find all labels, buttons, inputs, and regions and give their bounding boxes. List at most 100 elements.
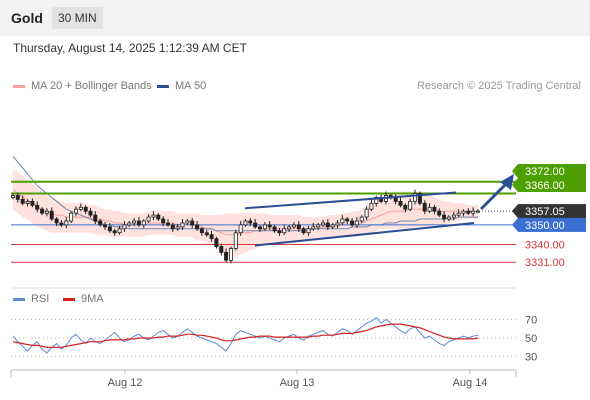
candle-down bbox=[277, 230, 282, 234]
candle-down bbox=[165, 222, 170, 226]
candle-up bbox=[475, 210, 480, 213]
candle-down bbox=[40, 208, 45, 214]
ma50-line bbox=[12, 155, 478, 232]
candle-up bbox=[233, 232, 238, 249]
candle-down bbox=[199, 228, 204, 234]
ma20-line bbox=[12, 189, 478, 236]
candle-up bbox=[291, 224, 296, 228]
candle-up bbox=[320, 222, 325, 226]
candle-down bbox=[442, 214, 447, 220]
candle-down bbox=[253, 222, 258, 228]
candle-up bbox=[10, 195, 15, 198]
candle-down bbox=[350, 220, 355, 226]
channel-lower-line bbox=[254, 221, 475, 247]
candle-down bbox=[161, 218, 166, 224]
candle-up bbox=[461, 210, 466, 214]
candle-up bbox=[412, 193, 417, 202]
level-tag-pointer bbox=[512, 217, 518, 232]
candle-up bbox=[69, 212, 74, 222]
legend-ma50: MA 50 bbox=[157, 80, 206, 92]
candle-up bbox=[185, 220, 190, 224]
candle-up bbox=[369, 202, 374, 210]
candle-down bbox=[272, 226, 277, 232]
candle-down bbox=[209, 234, 214, 239]
candle-up bbox=[311, 226, 316, 230]
legend-ma20-swatch bbox=[13, 84, 25, 88]
candle-up bbox=[446, 216, 451, 220]
candle-down bbox=[403, 204, 408, 210]
level-tag-3331.00: 3331.00 bbox=[525, 257, 565, 269]
candle-down bbox=[93, 214, 98, 222]
candle-down bbox=[88, 210, 93, 216]
legend-ma20: MA 20 + Bollinger Bands bbox=[13, 80, 152, 92]
channel-upper-line bbox=[244, 191, 457, 210]
candle-up bbox=[471, 210, 476, 214]
candle-up bbox=[64, 220, 69, 226]
x-tick-label-aug-14: Aug 14 bbox=[453, 377, 488, 389]
candle-up bbox=[456, 212, 461, 216]
candle-down bbox=[219, 246, 224, 253]
candle-up bbox=[74, 208, 79, 214]
candle-up bbox=[408, 200, 413, 210]
symbol-label: Gold bbox=[11, 10, 43, 26]
candle-up bbox=[262, 224, 267, 230]
candle-up bbox=[427, 206, 432, 212]
rsi-tick-50: 50 bbox=[525, 333, 537, 345]
candle-up bbox=[451, 214, 456, 218]
x-tick-label-aug-13: Aug 13 bbox=[280, 377, 315, 389]
level-tag-3357.05: 3357.05 bbox=[525, 206, 565, 218]
legend-9ma-swatch bbox=[63, 297, 75, 301]
rsi-ma-line bbox=[12, 323, 479, 348]
candle-down bbox=[432, 206, 437, 212]
candle-down bbox=[257, 226, 262, 230]
candle-down bbox=[325, 222, 330, 228]
candle-up bbox=[340, 218, 345, 224]
candle-down bbox=[83, 206, 88, 212]
candle-up bbox=[122, 224, 127, 230]
legend-rsi: RSI bbox=[13, 293, 49, 305]
candle-down bbox=[112, 230, 117, 234]
candle-down bbox=[54, 218, 59, 224]
candle-up bbox=[316, 224, 321, 228]
candle-up bbox=[117, 228, 122, 234]
research-credit: Research © 2025 Trading Central bbox=[416, 80, 581, 92]
candle-up bbox=[180, 222, 185, 228]
candle-down bbox=[267, 224, 272, 228]
level-tag-3350.00: 3350.00 bbox=[525, 220, 565, 232]
candle-down bbox=[190, 220, 195, 226]
candle-up bbox=[238, 224, 243, 234]
candle-up bbox=[282, 228, 287, 234]
candle-up bbox=[141, 220, 146, 226]
candle-down bbox=[437, 210, 442, 216]
level-tag-3340.00: 3340.00 bbox=[525, 240, 565, 252]
legend-rsi-label: RSI bbox=[31, 293, 50, 305]
candle-down bbox=[301, 228, 306, 234]
candle-up bbox=[330, 224, 335, 228]
candle-up bbox=[364, 208, 369, 218]
candle-down bbox=[103, 224, 108, 228]
level-tag-bg-3372.00 bbox=[518, 164, 586, 178]
candle-down bbox=[49, 210, 54, 220]
level-tag-bg-3366.00 bbox=[518, 178, 586, 192]
timestamp: Thursday, August 14, 2025 1:12:39 AM CET bbox=[13, 41, 247, 55]
legend-ma50-swatch bbox=[157, 84, 169, 88]
legend-ma20-label: MA 20 + Bollinger Bands bbox=[31, 80, 152, 92]
candle-up bbox=[287, 226, 292, 230]
timeframe-button[interactable]: 30 MIN bbox=[52, 7, 103, 29]
candle-up bbox=[127, 222, 132, 226]
candle-down bbox=[248, 220, 253, 224]
candle-up bbox=[354, 220, 359, 226]
candle-up bbox=[228, 248, 233, 261]
candle-down bbox=[195, 224, 200, 230]
candle-up bbox=[335, 222, 340, 226]
candle-down bbox=[107, 226, 112, 232]
rsi-line bbox=[12, 316, 479, 354]
candle-down bbox=[204, 232, 209, 236]
candle-down bbox=[30, 200, 35, 206]
level-tag-pointer bbox=[512, 164, 518, 178]
candle-down bbox=[156, 214, 161, 220]
candle-down bbox=[59, 222, 64, 226]
candle-down bbox=[224, 251, 229, 261]
candle-down bbox=[20, 198, 25, 204]
